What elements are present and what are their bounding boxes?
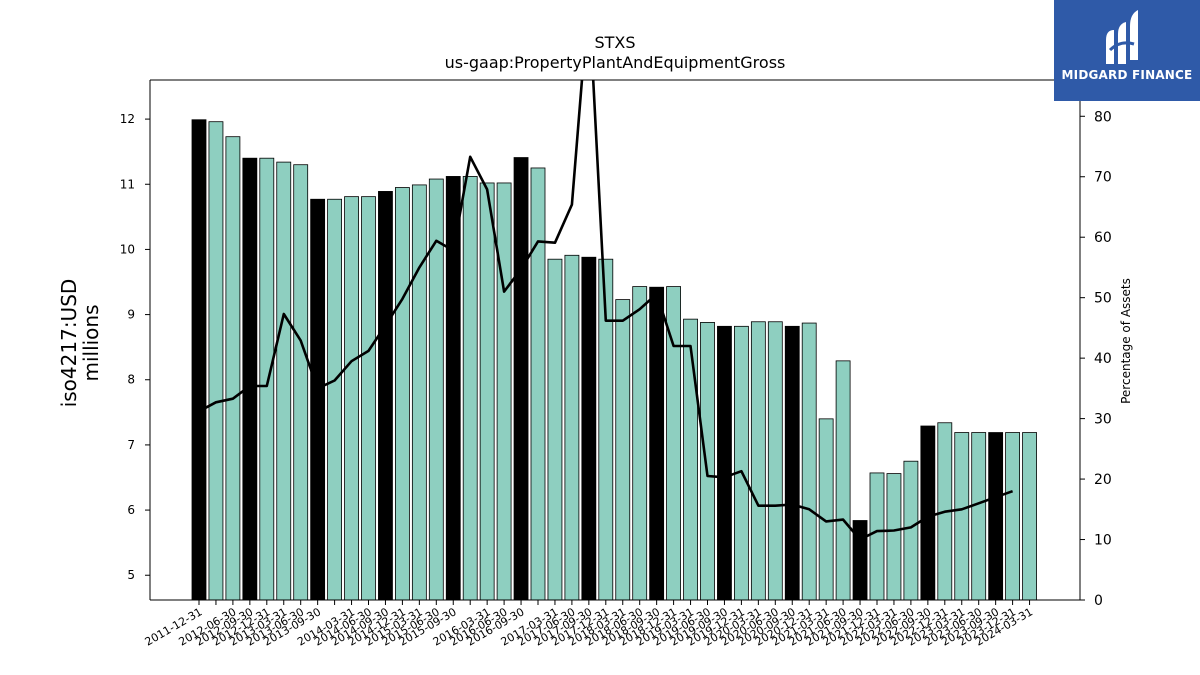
- bar-2019-09-30: [717, 325, 732, 601]
- bar-2016-03-31: [479, 182, 495, 601]
- y2-tick-label-10: 10: [1094, 533, 1112, 549]
- bar-2016-06-30: [496, 182, 512, 601]
- bar-2019-03-31: [683, 318, 698, 601]
- bar-2018-06-30: [632, 286, 648, 601]
- bar-2014-03-31: [344, 196, 359, 601]
- bar-2024-03-31: [1022, 432, 1037, 601]
- bar-2021-06-30: [835, 360, 851, 601]
- bar-2023-06-30: [971, 432, 987, 601]
- y-tick-label-10: 10: [120, 242, 135, 256]
- bar-2017-06-30: [564, 254, 580, 601]
- bar-2017-09-30: [581, 256, 597, 601]
- y-tick-label-6: 6: [127, 503, 135, 517]
- bar-2021-03-31: [818, 418, 834, 601]
- bar-2022-06-30: [903, 460, 919, 601]
- bar-2019-06-30: [700, 322, 715, 601]
- y-tick-label-12: 12: [120, 112, 135, 126]
- y2-tick-label-70: 70: [1094, 170, 1112, 186]
- bar-2023-03-31: [954, 432, 970, 601]
- y2-tick-label-80: 80: [1094, 109, 1112, 125]
- bar-2022-09-30: [920, 425, 936, 601]
- y-tick-label-8: 8: [127, 373, 135, 387]
- bar-2016-09-30: [513, 157, 529, 601]
- bar-2018-03-31: [615, 299, 631, 601]
- y2-tick-label-50: 50: [1094, 291, 1112, 307]
- bar-2015-03-31: [411, 184, 427, 601]
- y2-tick-label-0: 0: [1094, 593, 1103, 609]
- bars-group: [191, 119, 1037, 601]
- chart-subtitle: us-gaap:PropertyPlantAndEquipmentGross: [444, 53, 786, 72]
- bar-2013-06-30: [293, 164, 309, 601]
- y2-tick-label-60: 60: [1094, 230, 1112, 246]
- bar-2013-09-30: [310, 198, 326, 601]
- bar-2011-12-31: [191, 119, 207, 601]
- bar-2023-12-31: [1005, 432, 1020, 601]
- bar-2012-09-30: [242, 157, 258, 601]
- bar-2015-09-30: [445, 176, 461, 601]
- bar-2019-12-31: [734, 325, 749, 601]
- y-tick-label-11: 11: [120, 177, 135, 191]
- bar-2018-09-30: [649, 286, 665, 601]
- bar-2020-03-31: [750, 321, 766, 601]
- bar-2012-06-30: [225, 136, 241, 601]
- chart-title: STXS: [594, 33, 636, 52]
- bar-2023-09-30: [988, 432, 1004, 601]
- bar-2021-12-31: [869, 472, 885, 601]
- bar-2012-03-31: [208, 121, 224, 601]
- logo-text: MIDGARD FINANCE: [1061, 68, 1193, 82]
- bar-2020-12-31: [801, 322, 817, 601]
- bar-2012-12-31: [259, 157, 275, 601]
- percent-of-assets-line: [198, 80, 1014, 541]
- y-tick-label-7: 7: [127, 438, 135, 452]
- bar-2014-12-31: [394, 187, 410, 601]
- bar-2014-09-30: [378, 191, 393, 601]
- y-tick-label-9: 9: [127, 308, 135, 322]
- bar-2015-12-31: [462, 176, 478, 601]
- y2-tick-label-40: 40: [1094, 351, 1112, 367]
- bar-2020-06-30: [767, 321, 783, 601]
- bar-2017-03-31: [547, 258, 563, 601]
- bar-2016-12-31: [530, 167, 546, 601]
- midgard-logo-icon: [1106, 10, 1138, 64]
- brand-logo: MIDGARD FINANCE: [1054, 0, 1200, 101]
- bar-2014-06-30: [361, 196, 376, 601]
- y-tick-label-5: 5: [127, 568, 135, 582]
- bar-2022-03-31: [886, 473, 902, 601]
- y2-tick-label-20: 20: [1094, 472, 1112, 488]
- bar-2013-12-31: [327, 198, 343, 601]
- line-group: [198, 80, 1014, 541]
- bar-2013-03-31: [276, 161, 292, 601]
- bar-2020-09-30: [784, 325, 800, 601]
- y2-tick-label-30: 30: [1094, 412, 1112, 428]
